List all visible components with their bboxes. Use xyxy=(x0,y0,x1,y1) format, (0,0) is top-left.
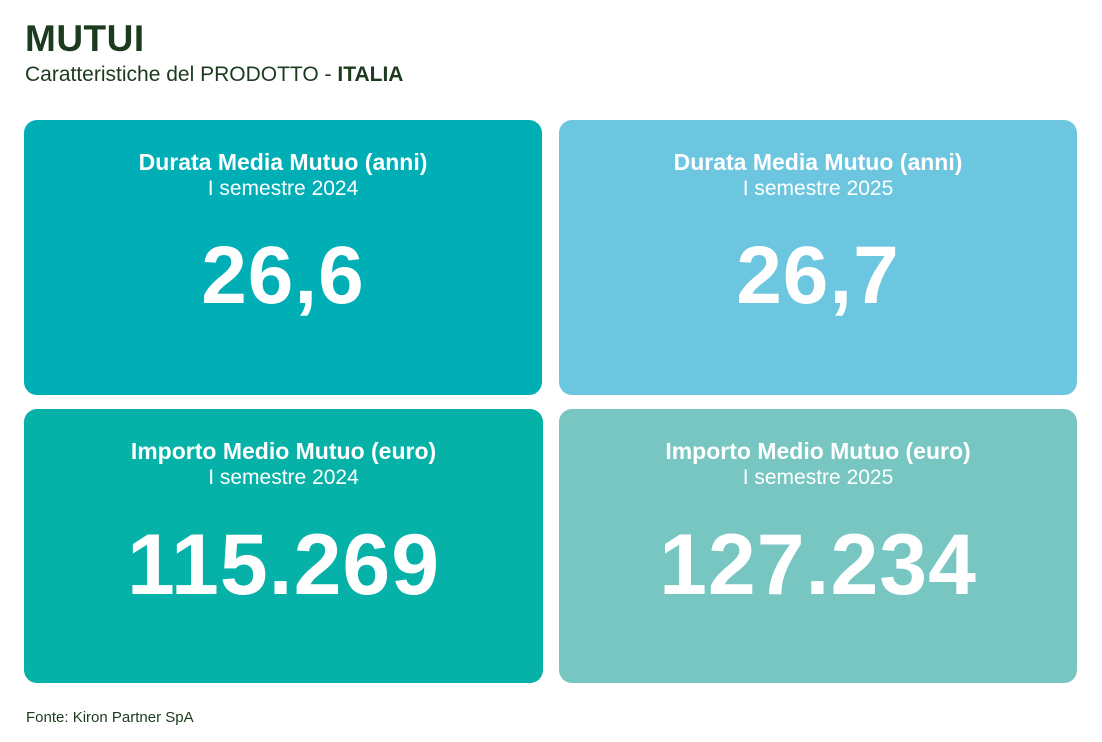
subtitle-country: ITALIA xyxy=(337,63,404,86)
card-value: 127.234 xyxy=(659,517,977,613)
card-value: 115.269 xyxy=(126,517,441,613)
card-value: 26,7 xyxy=(736,230,900,321)
card-period: I semestre 2025 xyxy=(742,177,894,200)
card-period: I semestre 2025 xyxy=(742,466,894,489)
card-title: Durata Media Mutuo (anni) xyxy=(138,149,428,175)
subtitle-prefix: Caratteristiche del PRODOTTO - xyxy=(25,63,338,86)
card-durata-2025: Durata Media Mutuo (anni) I semestre 202… xyxy=(559,120,1077,395)
card-period: I semestre 2024 xyxy=(208,466,359,489)
card-importo-2025: Importo Medio Mutuo (euro) I semestre 20… xyxy=(559,409,1077,683)
card-title: Durata Media Mutuo (anni) xyxy=(673,149,963,175)
source-note: Fonte: Kiron Partner SpA xyxy=(26,709,194,726)
card-period: I semestre 2024 xyxy=(207,177,359,200)
card-importo-2024: Importo Medio Mutuo (euro) I semestre 20… xyxy=(24,409,543,683)
card-title: Importo Medio Mutuo (euro) xyxy=(665,438,971,464)
card-durata-2024: Durata Media Mutuo (anni) I semestre 202… xyxy=(24,120,542,395)
page-title: MUTUI xyxy=(25,18,145,59)
card-value: 26,6 xyxy=(201,230,365,321)
page-subtitle: Caratteristiche del PRODOTTO - ITALIA xyxy=(25,63,403,87)
card-title: Importo Medio Mutuo (euro) xyxy=(130,438,437,464)
